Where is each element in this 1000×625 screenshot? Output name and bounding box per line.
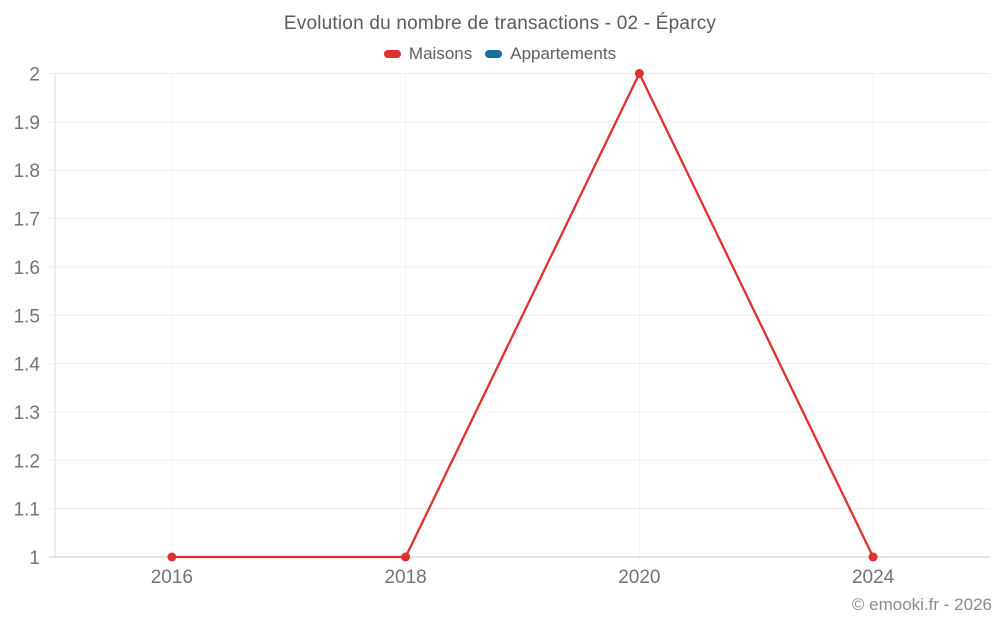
- y-tick-label: 1.1: [14, 500, 40, 521]
- y-tick-label: 1.6: [14, 258, 40, 279]
- y-tick-label: 1.5: [14, 306, 40, 327]
- legend-label-appartements: Appartements: [510, 44, 617, 63]
- chart-title: Evolution du nombre de transactions - 02…: [283, 13, 717, 34]
- x-tick-label: 2020: [618, 567, 660, 588]
- y-tick-label: 1: [29, 548, 40, 569]
- series-line-maisons: [170, 72, 875, 559]
- data-point-maisons-2024[interactable]: [868, 552, 878, 562]
- footer-credit: © emooki.fr - 2026: [851, 595, 992, 614]
- y-tick-label: 1.3: [14, 403, 40, 424]
- legend-item-maisons[interactable]: Maisons: [383, 44, 473, 64]
- x-tick-label: 2016: [151, 567, 193, 588]
- y-tick-label: 1.8: [14, 161, 40, 182]
- legend: Maisons Appartements: [0, 43, 1000, 65]
- legend-item-appartements[interactable]: Appartements: [485, 44, 616, 64]
- data-point-maisons-2020[interactable]: [634, 69, 644, 78]
- y-tick-label: 1.9: [14, 113, 40, 134]
- y-tick-label: 1.4: [14, 355, 41, 376]
- maisons-color-swatch-icon: [383, 50, 401, 58]
- y-tick-label: 1.2: [14, 451, 40, 472]
- data-point-maisons-2016[interactable]: [167, 552, 177, 562]
- data-point-maisons-2018[interactable]: [401, 552, 411, 562]
- appartements-color-swatch-icon: [485, 50, 503, 58]
- x-tick-label: 2024: [852, 567, 895, 588]
- y-tick-label: 1.7: [14, 210, 40, 231]
- x-tick-label: 2018: [384, 567, 426, 588]
- y-tick-label: 2: [29, 65, 40, 86]
- legend-label-maisons: Maisons: [408, 44, 473, 63]
